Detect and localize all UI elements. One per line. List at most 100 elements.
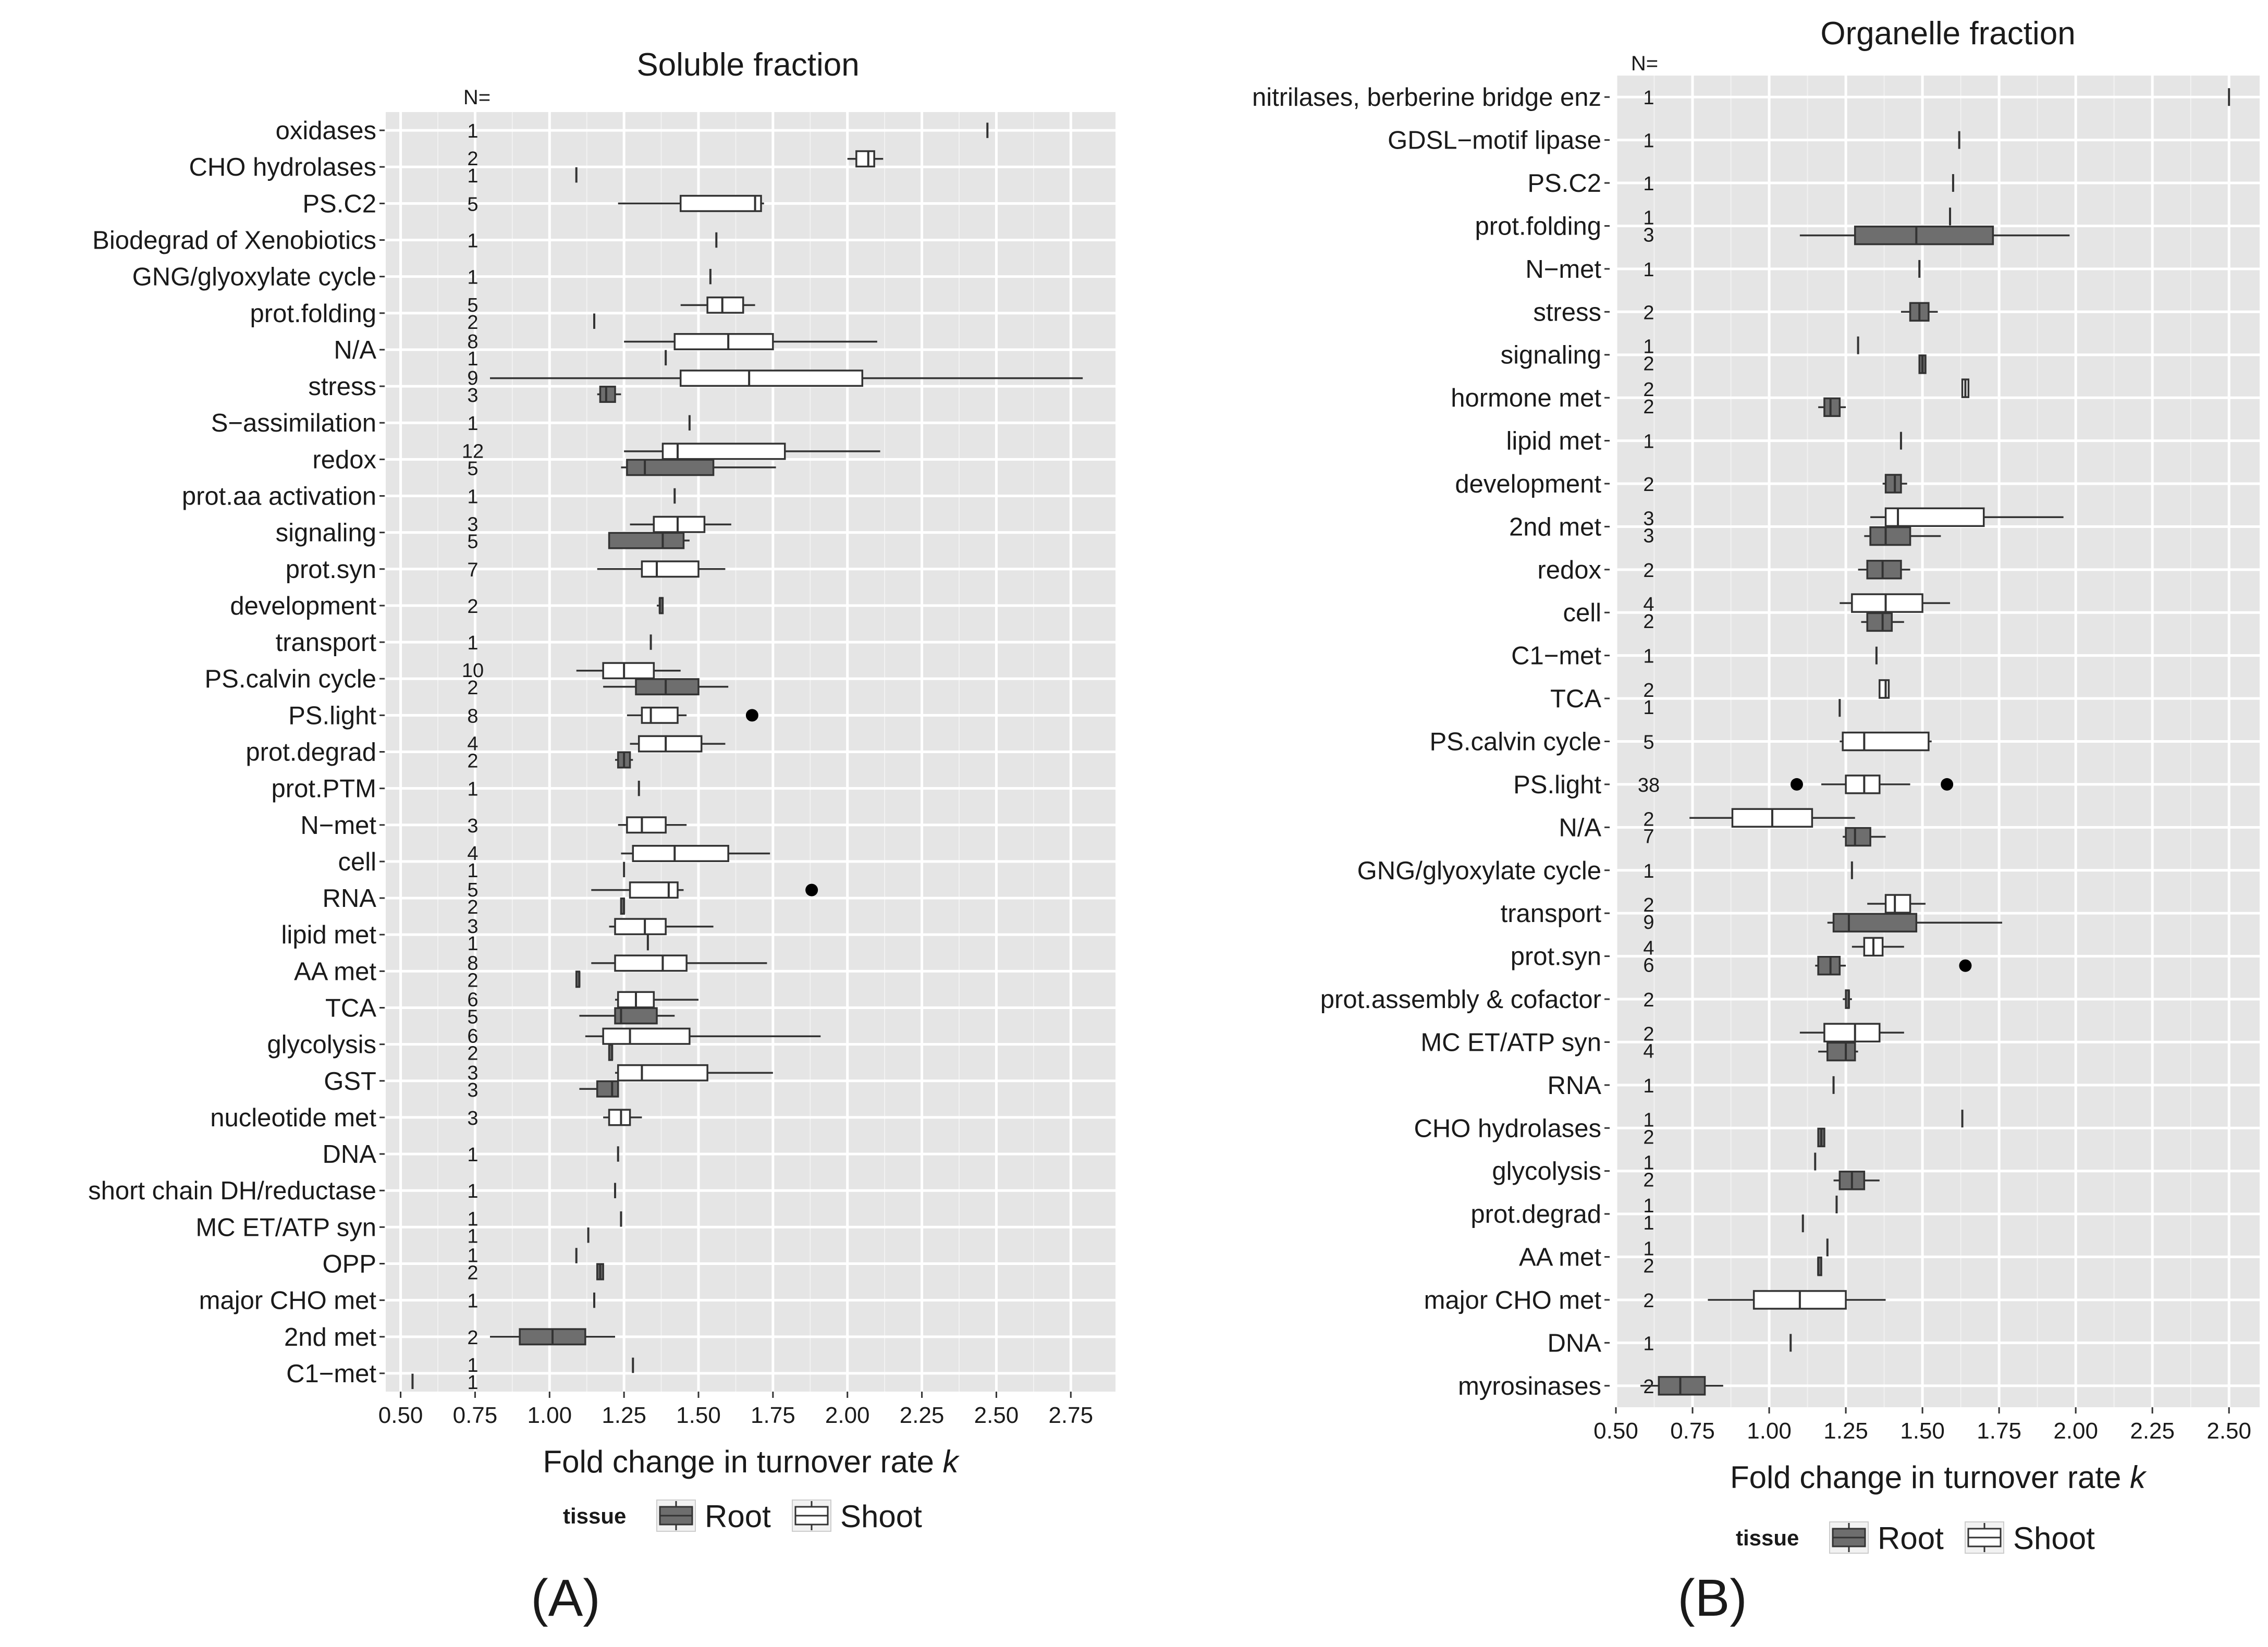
legend-label-root: Root — [1878, 1521, 1944, 1556]
legend-title: tissue — [563, 1504, 626, 1528]
n-count: 7 — [467, 559, 478, 581]
n-count-root: 1 — [467, 860, 478, 882]
shoot-box — [591, 954, 767, 972]
n-count: 2 — [1643, 474, 1654, 496]
shoot-box — [1870, 507, 2064, 527]
root-box — [1861, 612, 1904, 632]
n-count: 2 — [1643, 1376, 1654, 1398]
x-tick-label: 2.25 — [2130, 1418, 2175, 1444]
outlier-point — [1790, 778, 1803, 791]
category-label: development — [230, 592, 376, 620]
category-label: cell — [338, 848, 376, 876]
iqr-box — [1851, 593, 1923, 613]
legend: tissue Root Shoot — [563, 1499, 922, 1534]
n-count: 2 — [467, 1327, 478, 1349]
root-box — [1858, 560, 1910, 580]
shoot-box — [627, 706, 687, 724]
category-label: TCA — [1550, 685, 1601, 713]
root-box — [596, 1263, 604, 1281]
n-count: 1 — [467, 1181, 478, 1202]
x-tick-label: 1.50 — [676, 1403, 721, 1428]
category-label: GDSL−motif lipase — [1388, 127, 1601, 155]
panel-a-soluble-fraction: Soluble fraction N= oxidases 1 CHO hydrolase… — [88, 47, 1115, 1627]
iqr-box — [641, 706, 679, 724]
n-count-root: 1 — [467, 348, 478, 370]
n-count: 1 — [467, 632, 478, 654]
n-count: 1 — [467, 230, 478, 252]
n-count: 3 — [467, 815, 478, 837]
x-axis-label-text: Fold change in turnover rate — [543, 1444, 942, 1479]
n-count: 2 — [1643, 1290, 1654, 1312]
root-box — [608, 532, 690, 549]
n-count-shoot: 2 — [1643, 894, 1654, 916]
iqr-box — [632, 845, 729, 862]
root-box — [597, 386, 621, 403]
n-count-shoot: 2 — [1643, 808, 1654, 830]
n-count-root: 9 — [1643, 912, 1654, 933]
root-box — [620, 898, 626, 915]
root-box — [1833, 1171, 1880, 1190]
iqr-box — [641, 560, 700, 578]
category-label: DNA — [1548, 1329, 1602, 1357]
n-count-shoot: 4 — [467, 733, 478, 755]
n-count-root: 2 — [467, 751, 478, 772]
n-count-shoot: 4 — [467, 843, 478, 865]
n-count-root: 1 — [467, 1225, 478, 1247]
category-label: lipid met — [1506, 427, 1602, 456]
root-box — [608, 1043, 614, 1061]
shoot-box — [1821, 775, 1910, 794]
category-label: C1−met — [286, 1360, 376, 1388]
x-tick-label: 1.25 — [602, 1403, 646, 1428]
n-count-root: 3 — [1643, 525, 1654, 547]
shoot-box — [490, 370, 1083, 387]
category-label: RNA — [1548, 1072, 1602, 1100]
n-count-shoot: 5 — [467, 879, 478, 901]
iqr-box — [608, 532, 685, 549]
category-label: N/A — [334, 336, 376, 364]
n-count: 1 — [1643, 1075, 1654, 1097]
n-count-shoot: 2 — [1643, 379, 1654, 401]
n-count-root: 4 — [1643, 1040, 1654, 1062]
n-count-shoot: 1 — [467, 1208, 478, 1230]
category-label: 2nd met — [1509, 513, 1601, 541]
iqr-box — [1869, 526, 1911, 546]
shoot-box — [1879, 679, 1890, 699]
n-count-root: 1 — [1643, 1212, 1654, 1234]
n-count-shoot: 8 — [467, 331, 478, 353]
root-box — [579, 1007, 675, 1025]
category-label: C1−met — [1511, 642, 1601, 670]
category-label: PS.calvin cycle — [1429, 728, 1601, 756]
root-box — [615, 751, 633, 769]
n-count: 1 — [1643, 646, 1654, 668]
n-count-shoot: 8 — [467, 952, 478, 974]
root-box — [1799, 225, 2070, 245]
shoot-box — [609, 918, 714, 936]
legend-label-shoot: Shoot — [840, 1499, 922, 1534]
n-count: 2 — [467, 596, 478, 618]
iqr-box — [599, 386, 616, 403]
iqr-box — [626, 459, 715, 476]
category-label: PS.light — [1513, 771, 1601, 799]
iqr-box — [1884, 894, 1911, 914]
n-count-shoot: 1 — [1643, 1152, 1654, 1174]
root-box — [1918, 354, 1927, 374]
n-count-root: 7 — [1643, 826, 1654, 847]
n-count-shoot: 1 — [1643, 1195, 1654, 1217]
iqr-box — [608, 1109, 631, 1126]
n-count: 38 — [1638, 775, 1660, 796]
iqr-box — [1845, 827, 1871, 847]
shoot-box — [1840, 731, 1932, 752]
root-box — [1818, 1041, 1858, 1062]
n-count: 1 — [1643, 87, 1654, 109]
category-label: GST — [324, 1067, 376, 1096]
n-count-root: 2 — [1643, 396, 1654, 418]
iqr-box — [1866, 612, 1893, 632]
shoot-box — [624, 443, 880, 460]
n-count-shoot: 5 — [467, 294, 478, 316]
category-label: stress — [1533, 298, 1601, 326]
x-axis-label: Fold change in turnover rate k — [543, 1444, 960, 1479]
category-label: PS.C2 — [1527, 169, 1601, 198]
iqr-box — [1658, 1376, 1706, 1396]
x-tick-label: 1.75 — [1977, 1418, 2021, 1444]
iqr-box — [617, 1064, 708, 1081]
